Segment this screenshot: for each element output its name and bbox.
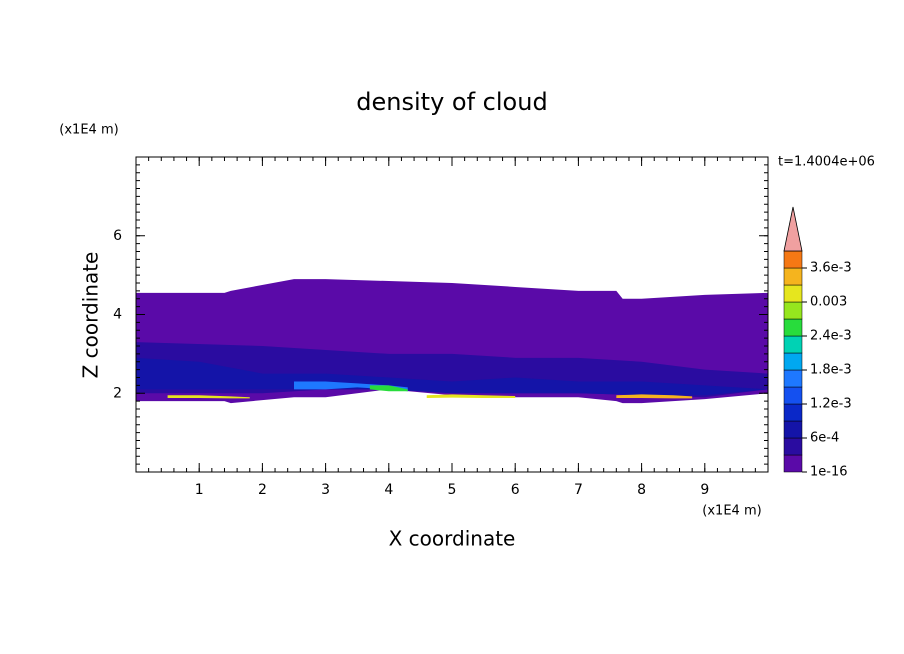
contour-region (616, 394, 693, 399)
colorbar-box (783, 403, 803, 422)
x-tick-label: 4 (384, 482, 393, 498)
y-tick-label: 6 (113, 228, 122, 244)
colorbar-box (783, 267, 803, 286)
colorbar-extend (783, 206, 803, 252)
x-tick-label: 7 (574, 482, 583, 498)
contour-region (426, 394, 516, 398)
colorbar-box (783, 352, 803, 371)
x-tick-label: 5 (448, 482, 457, 498)
colorbar-tick-label: 6e-4 (810, 431, 839, 446)
colorbar-box (783, 301, 803, 320)
contour-region (369, 385, 408, 392)
contour-region (294, 381, 408, 392)
colorbar-tick-label: 1.8e-3 (810, 363, 852, 378)
colorbar-box (783, 284, 803, 303)
x-tick-label: 3 (321, 482, 330, 498)
colorbar-box (783, 335, 803, 354)
chart-title: density of cloud (356, 88, 547, 116)
colorbar-box (783, 454, 803, 473)
y-tick-label: 2 (113, 385, 122, 401)
colorbar-box (783, 318, 803, 337)
colorbar-tick-label: 3.6e-3 (810, 261, 852, 276)
colorbar-box (783, 369, 803, 388)
colorbar-tick-label: 2.4e-3 (810, 329, 852, 344)
x-tick-label: 1 (195, 482, 204, 498)
colorbar-box (783, 420, 803, 439)
y-tick-label: 4 (113, 307, 122, 323)
colorbar-tick-label: 0.003 (810, 295, 847, 310)
colorbar-box (783, 250, 803, 269)
colorbar-tick-label: 1e-16 (810, 465, 848, 480)
y-unit: (x1E4 m) (59, 123, 118, 138)
x-axis-label: X coordinate (389, 527, 516, 551)
x-tick-label: 2 (258, 482, 267, 498)
colorbar-box (783, 386, 803, 405)
y-axis-label: Z coordinate (79, 252, 103, 379)
colorbar-box (783, 437, 803, 456)
x-tick-label: 8 (637, 482, 646, 498)
contour-region (167, 395, 250, 399)
time-annotation: t=1.4004e+06 (778, 155, 875, 170)
x-tick-label: 6 (511, 482, 520, 498)
colorbar-tick-label: 1.2e-3 (810, 397, 852, 412)
x-tick-label: 9 (700, 482, 709, 498)
x-unit: (x1E4 m) (702, 504, 761, 519)
